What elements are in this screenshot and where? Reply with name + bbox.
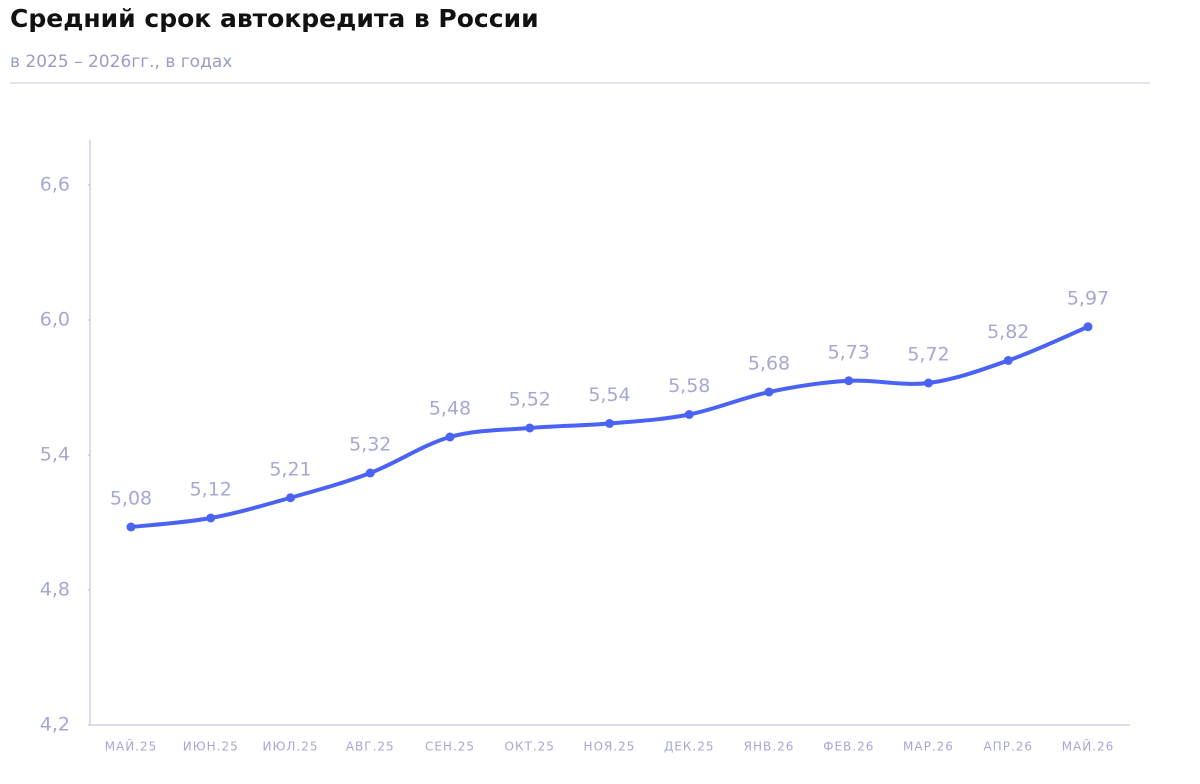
y-tick-label: 6,0: [40, 309, 70, 331]
point: [206, 513, 216, 523]
data-label: 5,97: [1067, 287, 1109, 309]
point: [445, 432, 455, 442]
point: [525, 423, 535, 433]
point: [286, 493, 295, 503]
point: [605, 419, 614, 428]
point: [1083, 322, 1093, 332]
point: [764, 387, 774, 397]
x-tick-label: ИЮН.25: [183, 740, 239, 754]
y-tick-label: 5,4: [40, 444, 70, 466]
x-tick-label: АВГ.25: [346, 740, 395, 754]
data-label: 5,32: [349, 434, 391, 456]
point: [924, 378, 933, 388]
data-label: 5,48: [429, 398, 471, 420]
data-label: 5,54: [588, 384, 630, 406]
data-label: 5,72: [907, 344, 949, 366]
data-label: 5,73: [828, 341, 870, 363]
chart-title: Средний срок автокредита в России: [10, 4, 539, 33]
x-tick-label: СЕН.25: [425, 740, 475, 754]
x-tick-label: НОЯ.25: [584, 740, 636, 754]
data-label: 5,58: [668, 375, 710, 397]
x-tick-label: ОКТ.25: [505, 740, 555, 754]
data-label: 5,12: [190, 479, 232, 501]
x-tick-label: ЯНВ.26: [744, 740, 795, 754]
point: [844, 376, 854, 386]
point: [365, 468, 375, 478]
x-tick-label: АПР.26: [983, 740, 1033, 754]
x-tick-label: ФЕВ.26: [823, 740, 874, 754]
x-tick-label: МАЙ.26: [1062, 739, 1115, 754]
x-tick-label: ИЮЛ.25: [262, 740, 318, 754]
data-label: 5,82: [987, 321, 1029, 343]
point: [126, 522, 136, 532]
point: [1003, 356, 1013, 365]
x-tick-label: МАЙ.25: [105, 739, 158, 754]
data-label: 5,52: [509, 389, 551, 411]
data-label: 5,68: [748, 353, 790, 375]
data-label: 5,08: [110, 488, 152, 510]
y-tick-label: 4,2: [40, 714, 70, 736]
x-tick-label: ДЕК.25: [664, 740, 715, 754]
data-label: 5,21: [269, 458, 311, 480]
point: [684, 410, 694, 419]
y-tick-label: 6,6: [40, 174, 70, 196]
x-tick-label: МАР.26: [903, 740, 954, 754]
y-tick-label: 4,8: [40, 579, 70, 601]
chart-subtitle: в 2025 – 2026гг., в годах: [10, 52, 232, 72]
